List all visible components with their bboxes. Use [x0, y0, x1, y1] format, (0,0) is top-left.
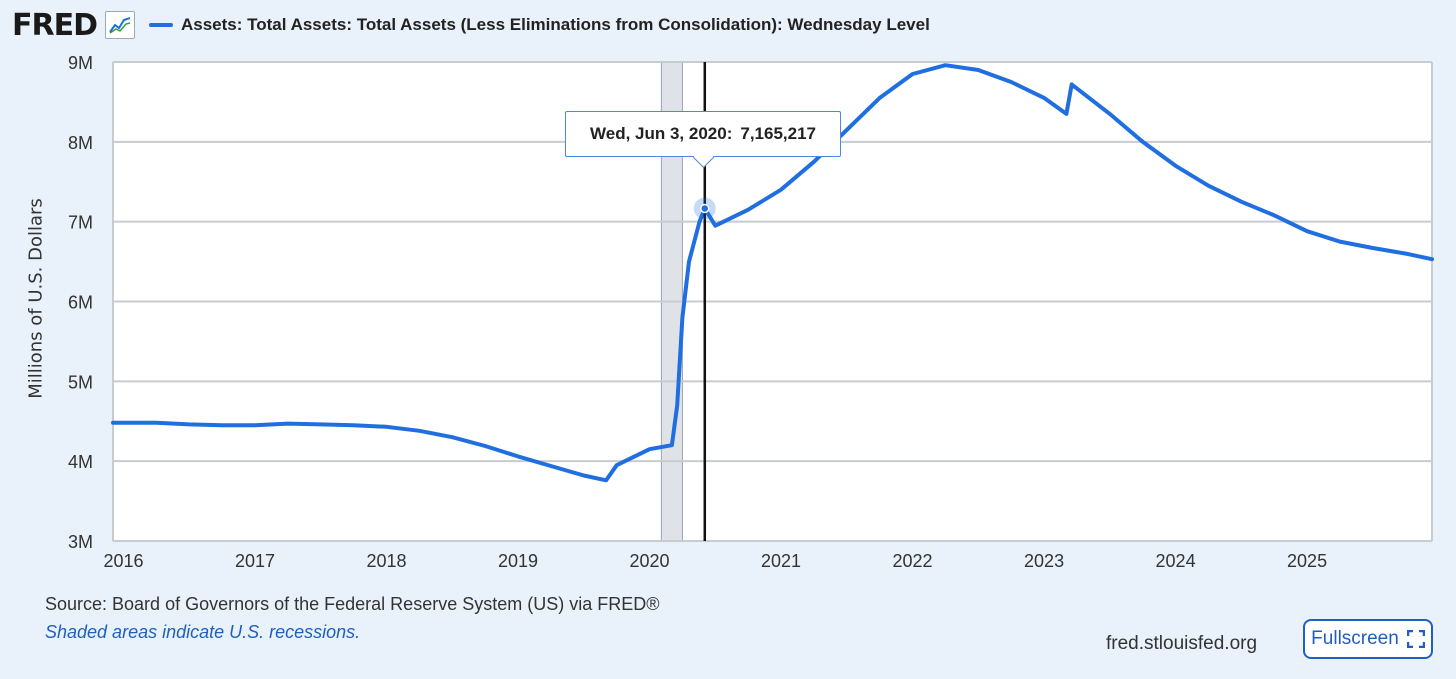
fullscreen-button[interactable]: Fullscreen — [1303, 619, 1433, 659]
x-tick-label: 2017 — [235, 551, 275, 571]
y-tick-label: 5M — [68, 372, 93, 392]
x-tick-label: 2023 — [1024, 551, 1064, 571]
x-tick-label: 2022 — [893, 551, 933, 571]
x-tick-label: 2024 — [1156, 551, 1196, 571]
x-tick-label: 2021 — [761, 551, 801, 571]
recession-note[interactable]: Shaded areas indicate U.S. recessions. — [45, 622, 361, 642]
fred-logo[interactable]: FRED — [12, 7, 98, 43]
y-tick-label: 4M — [68, 452, 93, 472]
x-tick-label: 2025 — [1287, 551, 1327, 571]
x-tick-label: 2016 — [103, 551, 143, 571]
x-tick-label: 2018 — [367, 551, 407, 571]
hover-tooltip: Wed, Jun 3, 2020: 7,165,217 — [565, 111, 841, 157]
y-tick-label: 8M — [68, 133, 93, 153]
highlight-point — [700, 203, 710, 214]
fullscreen-label: Fullscreen — [1311, 628, 1399, 649]
legend-series-label: Assets: Total Assets: Total Assets (Less… — [181, 15, 930, 34]
y-tick-label: 3M — [68, 532, 93, 552]
tooltip-date: Wed, Jun 3, 2020: — [590, 124, 733, 143]
y-tick-label: 9M — [68, 53, 93, 73]
x-tick-label: 2019 — [498, 551, 538, 571]
chart-icon — [105, 11, 135, 39]
y-tick-label: 6M — [68, 293, 93, 313]
source-note: Source: Board of Governors of the Federa… — [45, 594, 660, 614]
x-tick-label: 2020 — [630, 551, 670, 571]
tooltip-value: 7,165,217 — [740, 124, 816, 143]
site-url[interactable]: fred.stlouisfed.org — [1106, 633, 1258, 654]
legend-swatch — [149, 23, 173, 27]
fullscreen-icon — [1406, 630, 1425, 648]
series-line — [111, 63, 1434, 483]
y-tick-label: 7M — [68, 213, 93, 233]
chart-header: FRED Assets: Total Assets: Total Assets … — [12, 7, 930, 43]
